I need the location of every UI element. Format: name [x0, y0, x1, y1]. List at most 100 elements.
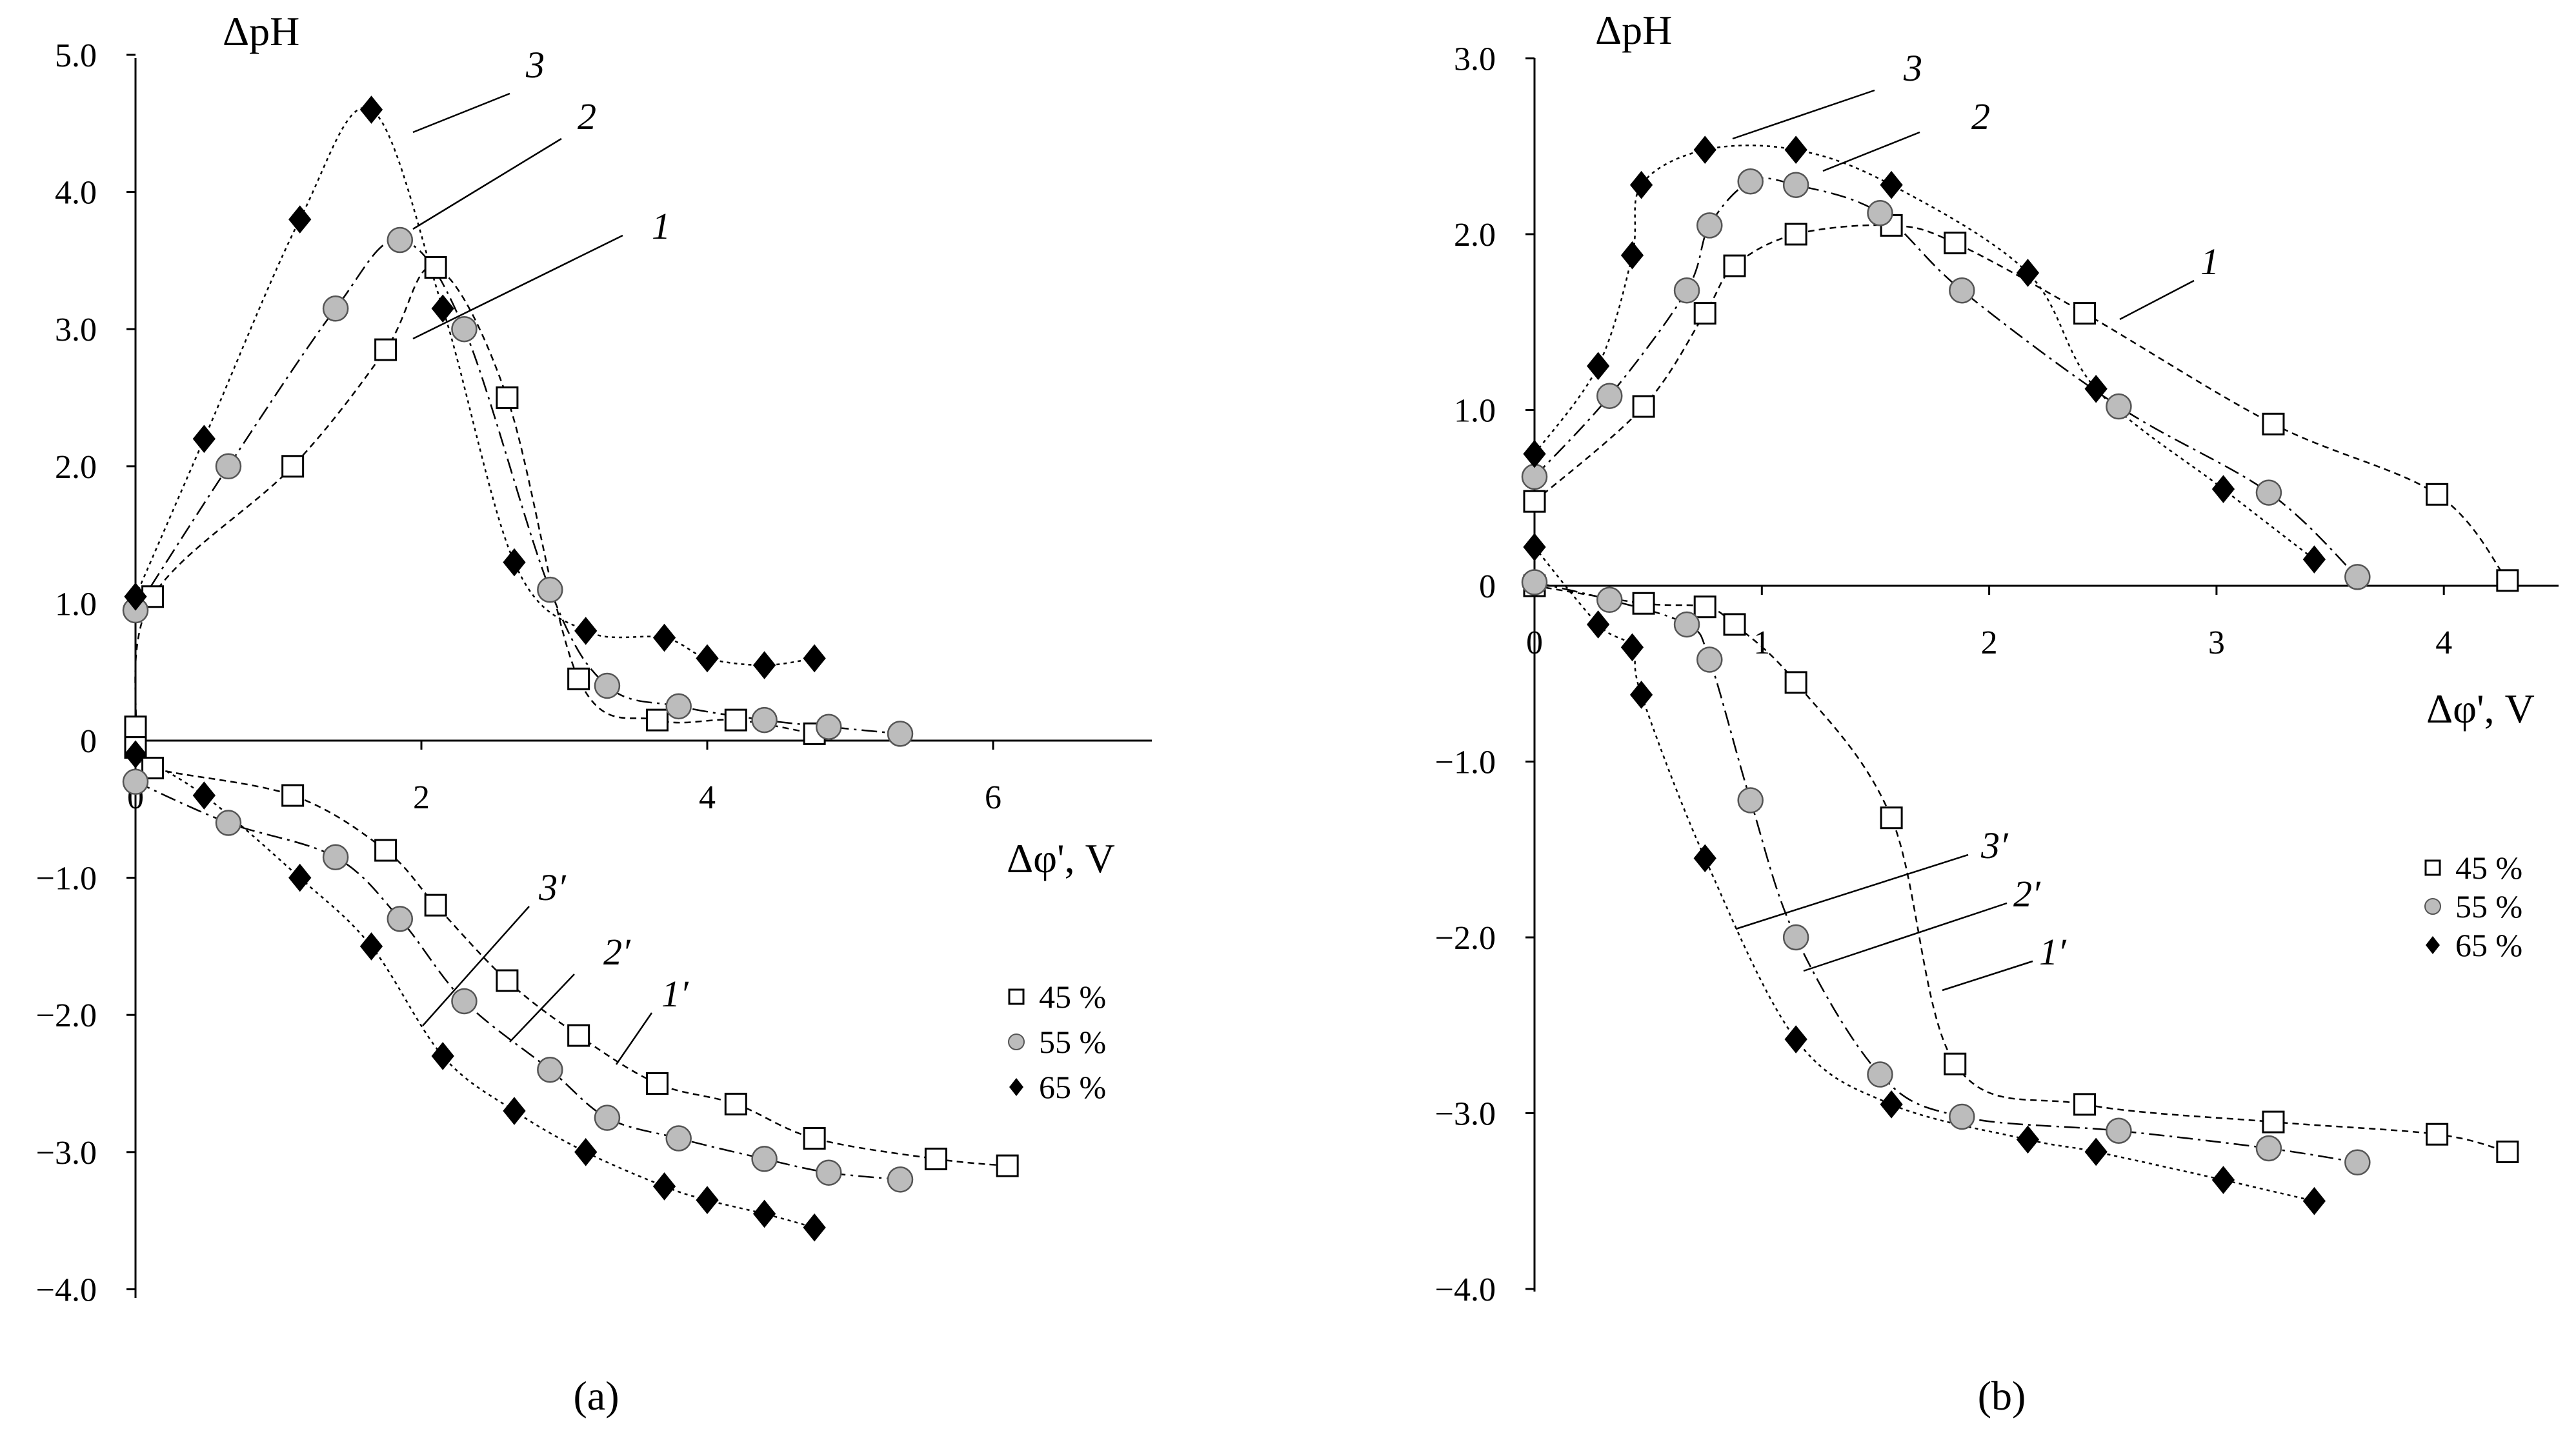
data-point-55-lower — [1949, 1103, 1975, 1130]
legend-label: 65 % — [1039, 1069, 1106, 1105]
data-point-45-upper — [1784, 223, 1807, 246]
data-point-45-upper — [1632, 395, 1655, 418]
data-point-65-upper — [752, 651, 776, 679]
data-point-45-upper — [724, 708, 747, 732]
data-point-55-upper — [1521, 463, 1548, 490]
data-point-45-upper — [424, 256, 447, 279]
data-point-65-lower — [431, 1042, 454, 1070]
data-point-45-lower — [374, 839, 397, 862]
x-tick-label: 2 — [1981, 624, 1998, 661]
data-point-45-lower — [803, 1127, 826, 1150]
data-point-55-upper — [816, 714, 842, 740]
data-point-45-lower — [645, 1072, 669, 1095]
data-point-55-lower — [1596, 586, 1623, 614]
curve-label-leader — [509, 974, 575, 1043]
y-tick-label: 0 — [1479, 568, 1496, 605]
y-tick-label: −4.0 — [1435, 1272, 1496, 1308]
data-point-55-lower — [2255, 1135, 2282, 1162]
fit-curve-55-upper — [1534, 177, 2359, 578]
data-point-55-upper — [887, 721, 914, 747]
legend-label: 45 % — [1039, 979, 1106, 1015]
data-point-65-lower — [2084, 1137, 2108, 1166]
data-point-45-upper — [2262, 412, 2285, 435]
data-point-55-lower — [665, 1125, 692, 1152]
data-point-65-upper — [1880, 170, 1903, 199]
data-point-45-lower — [1880, 806, 1903, 830]
y-tick-label: 3.0 — [1454, 41, 1496, 78]
data-point-65-lower — [574, 1138, 598, 1166]
curve-number-label: 2 — [1971, 95, 1990, 137]
data-point-45-upper — [374, 338, 397, 361]
data-point-65-upper — [124, 582, 147, 611]
data-point-55-lower — [1782, 924, 1809, 951]
data-point-65-lower — [124, 740, 147, 769]
curve-number-label: 2′ — [603, 931, 631, 973]
panel-label: (b) — [1978, 1373, 2026, 1419]
data-point-45-lower — [2426, 1123, 2449, 1146]
legend-label: 55 % — [2455, 888, 2522, 924]
data-point-45-lower — [724, 1092, 747, 1115]
fit-curve-65-upper — [134, 106, 815, 666]
legend-item-65: 65 % — [2426, 927, 2522, 963]
y-tick-label: 3.0 — [55, 312, 97, 348]
data-point-65-lower — [1629, 681, 1653, 709]
panel-b: 3.0 2.0 1.0 0 −1.0 −2.0 −3.0 −4.0 0 1 2 3 4 ΔpH Δφ', V… — [1435, 7, 2559, 1419]
x-tick-label: 0 — [1526, 624, 1543, 661]
data-point-55-lower — [1521, 569, 1548, 595]
data-point-65-upper — [1693, 135, 1716, 164]
data-point-45-upper — [281, 455, 305, 478]
data-point-65-upper — [2016, 259, 2040, 287]
data-point-45-upper — [2426, 483, 2449, 506]
data-point-65-upper — [2302, 545, 2326, 574]
y-axis-title: ΔpH — [1595, 7, 1672, 53]
y-tick-label: 4.0 — [55, 175, 97, 212]
fit-curve-55-lower — [135, 781, 901, 1181]
data-point-45-lower — [424, 894, 447, 917]
curve-label-leader — [412, 92, 510, 134]
data-point-55-lower — [816, 1159, 842, 1186]
data-point-55-upper — [751, 706, 778, 734]
data-point-65-lower — [652, 1172, 676, 1201]
legend-marker-square — [1008, 988, 1025, 1005]
data-point-65-upper — [359, 95, 383, 124]
x-axis-title: Δφ', V — [1007, 835, 1115, 881]
legend-item-55: 55 % — [1008, 1024, 1106, 1060]
legend-item-45: 45 % — [1008, 979, 1106, 1015]
y-tick-label: −3.0 — [1435, 1096, 1496, 1133]
data-point-65-lower — [1523, 533, 1546, 561]
data-point-55-upper — [2344, 564, 2371, 590]
x-axis-title: Δφ', V — [2426, 686, 2535, 732]
data-point-55-lower — [1737, 787, 1764, 814]
curve-number-label: 1′ — [661, 973, 689, 1015]
data-point-65-upper — [503, 548, 526, 577]
curve-number-label: 1 — [2200, 241, 2219, 283]
data-point-55-upper — [2255, 479, 2282, 506]
data-point-65-upper — [2211, 475, 2235, 503]
data-point-45-upper — [124, 715, 147, 739]
data-point-65-lower — [288, 863, 312, 892]
data-point-45-lower — [924, 1147, 947, 1170]
data-point-45-lower — [1693, 595, 1716, 619]
data-point-55-upper — [665, 693, 692, 720]
curve-number-label: 3′ — [538, 866, 567, 908]
data-point-45-upper — [2073, 302, 2097, 325]
data-point-45-lower — [996, 1154, 1019, 1177]
legend-item-65: 65 % — [1009, 1069, 1106, 1105]
data-point-65-lower — [1784, 1025, 1807, 1054]
data-point-65-lower — [1693, 844, 1716, 873]
data-point-55-upper — [322, 295, 349, 322]
curve-label-leader — [1803, 902, 2007, 972]
data-point-55-upper — [594, 672, 621, 699]
data-point-65-upper — [1784, 135, 1807, 164]
data-point-55-upper — [1782, 172, 1809, 198]
data-point-45-upper — [567, 667, 590, 690]
curve-label-leader — [422, 906, 530, 1026]
panel-a: 5.04.03.02.01.00−1.0−2.0−3.0−4.00 2 4 6ΔpHΔ… — [36, 8, 1152, 1419]
data-point-55-upper — [1737, 168, 1764, 195]
curve-number-label: 1 — [652, 205, 670, 247]
data-point-65-upper — [192, 424, 216, 454]
legend-item-45: 45 % — [2424, 850, 2522, 886]
data-point-65-lower — [192, 781, 216, 810]
legend-marker-diamond — [2426, 936, 2440, 954]
